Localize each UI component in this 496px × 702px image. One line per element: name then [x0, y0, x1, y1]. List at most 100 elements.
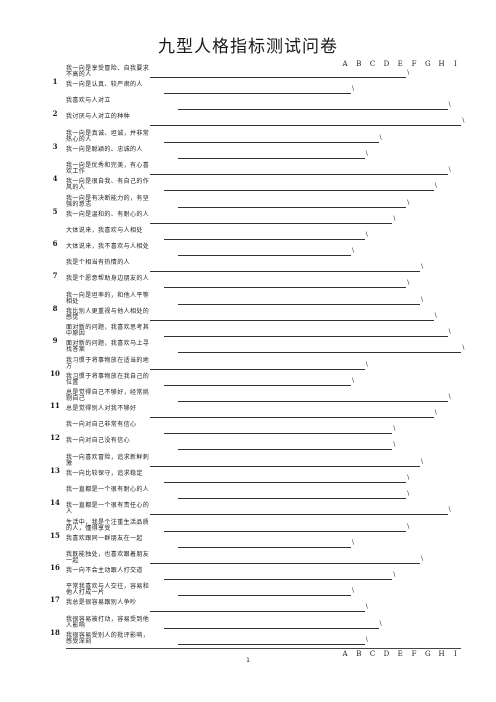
statement-text: 平常我喜欢与人交往，容易和他人打成一片 [66, 583, 150, 597]
group-number: 12 [50, 433, 60, 443]
answer-line [178, 498, 407, 500]
statement-text: 我一向是聪颖的、忠诚的人 [66, 145, 143, 153]
answer-line [178, 303, 420, 305]
column-letter-h: H [438, 60, 445, 68]
answer-line [178, 401, 448, 402]
answer-tick-mark: \ [421, 457, 424, 465]
statement-text: 我很容易受别人的批评影响，感受深刻 [66, 631, 150, 645]
statement-text: 我一向不会主动跟人打交道 [66, 567, 143, 574]
answer-line [164, 433, 393, 435]
answer-tick-mark: \ [407, 69, 410, 76]
column-letter-e: E [397, 650, 403, 658]
answer-tick-mark: \ [448, 393, 451, 400]
column-letter-g: G [425, 650, 431, 658]
statement-text: 我讨厌与人对立的种种 [66, 113, 131, 121]
answer-line [178, 255, 351, 256]
answer-line [150, 417, 434, 418]
answer-tick-mark: \ [365, 231, 368, 238]
group-number: 10 [50, 368, 60, 378]
group-number: 9 [52, 336, 58, 346]
group-number: 16 [50, 563, 60, 572]
answer-tick-mark: \ [393, 571, 396, 578]
column-letter-a: A [342, 650, 348, 658]
answer-line [178, 157, 365, 159]
statement-text: 我一向是真诚、坦诚，并非常热心的人 [66, 129, 150, 143]
statement-text: 总是觉得别人对我不够好 [66, 405, 137, 412]
column-letter-b: B [356, 650, 362, 658]
column-letter-a: A [342, 60, 348, 68]
answer-tick-mark: \ [379, 133, 382, 141]
statement-text: 我一向是很自我、有自己的作风的人 [66, 178, 150, 192]
column-letter-e: E [397, 60, 403, 68]
group-number: 11 [50, 401, 60, 410]
group-number: 13 [50, 465, 60, 475]
answer-line [164, 481, 407, 483]
answer-tick-mark: \ [448, 328, 451, 336]
answer-tick-mark: \ [352, 538, 355, 546]
answer-line [150, 125, 462, 127]
answer-line [178, 352, 462, 354]
group-number: 7 [52, 271, 58, 281]
statement-text: 总是觉得自己不够好，经常挑剔自己 [66, 389, 150, 402]
answer-line [150, 611, 365, 613]
answer-line [164, 530, 407, 532]
statement-text: 我一向是优秀和完美，有心喜欢工作 [66, 162, 150, 176]
statement-text: 我很容易被打动，容易受到他人影响 [66, 615, 150, 629]
answer-line [150, 271, 420, 273]
column-letter-i: I [454, 60, 457, 68]
page-number: 1 [246, 657, 250, 664]
statement-text: 我喜欢跟同一群朋友在一起 [66, 534, 143, 542]
answer-tick-mark: \ [434, 182, 437, 190]
column-letter-c: C [369, 60, 376, 68]
answer-tick-mark: \ [393, 214, 396, 222]
statement-text: 我比别人更重视与他人相处的感觉 [66, 307, 150, 321]
answer-tick-mark: \ [448, 166, 451, 174]
group-number: 5 [52, 206, 58, 216]
answer-line [178, 643, 365, 645]
group-number: 18 [50, 627, 60, 637]
statement-text: 大体说来，我不喜欢与人相处 [66, 243, 150, 250]
group-number: 2 [52, 109, 58, 119]
statement-text: 我是个相当有热情的人 [66, 259, 131, 267]
answer-line [164, 384, 351, 386]
answer-tick-mark: \ [365, 360, 368, 368]
answer-tick-mark: \ [365, 635, 368, 643]
answer-line [150, 77, 407, 78]
group-number: 14 [50, 498, 60, 508]
answer-line [150, 514, 448, 516]
answer-line [178, 109, 448, 111]
group-number: 17 [50, 595, 60, 605]
group-number: 8 [52, 303, 58, 313]
answer-tick-mark: \ [421, 555, 424, 562]
answer-line [164, 579, 393, 580]
answer-tick-mark: \ [393, 425, 396, 433]
answer-tick-mark: \ [393, 441, 396, 449]
column-letter-d: D [383, 650, 390, 658]
column-letter-f: F [411, 60, 417, 68]
column-letter-h: H [438, 650, 445, 658]
answer-tick-mark: \ [448, 506, 451, 514]
column-letter-f: F [411, 650, 417, 658]
answer-line [164, 287, 407, 289]
answer-line [164, 627, 379, 629]
answer-tick-mark: \ [407, 473, 410, 481]
answer-tick-mark: \ [352, 587, 355, 595]
answer-tick-mark: \ [352, 247, 355, 254]
answer-line [164, 336, 448, 338]
statement-text: 我一向是认真、较严肃的人 [66, 81, 143, 88]
statement-text: 我习惯于将事物放在适当的地方 [66, 356, 150, 370]
answer-line [150, 465, 420, 467]
answer-tick-mark: \ [365, 603, 368, 611]
statement-text: 我一向对自己非常有信心 [66, 421, 137, 429]
statement-text: 面对新的问题，我喜欢马上寻找答案 [66, 340, 150, 354]
answer-tick-mark: \ [352, 85, 355, 92]
group-number: 6 [52, 239, 58, 248]
answer-line [150, 368, 365, 370]
answer-tick-mark: \ [448, 101, 451, 109]
statement-text: 我习惯于将事物放在我自己的位置 [66, 372, 150, 386]
statement-text: 我一向是享受冒险、自我要求不高的人 [66, 65, 150, 78]
column-letter-i: I [454, 650, 457, 658]
answer-line [164, 190, 434, 192]
answer-tick-mark: \ [421, 295, 424, 303]
